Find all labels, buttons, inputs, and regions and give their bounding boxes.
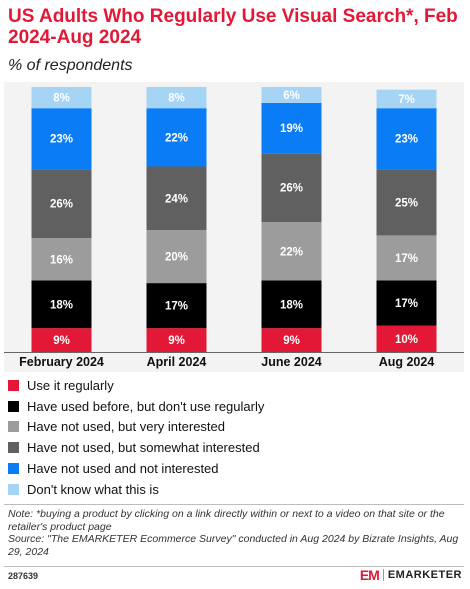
legend-swatch <box>8 379 19 391</box>
data-label: 17% <box>395 253 418 265</box>
bar-segment <box>146 166 207 231</box>
bar-segment <box>261 222 322 281</box>
bar-segment <box>261 280 322 329</box>
data-label: 26% <box>280 183 303 195</box>
data-label: 23% <box>395 134 418 146</box>
bar-segment <box>146 230 207 284</box>
data-label: 22% <box>165 132 188 144</box>
data-label: 18% <box>280 299 303 311</box>
data-label: 10% <box>395 334 418 346</box>
chart-id: 287639 <box>8 571 39 581</box>
bar-segment <box>261 87 322 103</box>
notes: Note: *buying a product by clicking on a… <box>8 508 464 558</box>
data-label: 24% <box>165 193 188 205</box>
bar-segment <box>261 102 322 154</box>
data-label: 19% <box>280 123 303 135</box>
legend-label: Have not used, but very interested <box>27 419 226 435</box>
data-label: 18% <box>50 299 73 311</box>
legend-item-very-interested: Have not used, but very interested <box>8 417 464 438</box>
legend-item-dont-know: Don't know what this is <box>8 479 464 500</box>
legend-item-use-regularly: Use it regularly <box>8 375 464 396</box>
x-tick-label: June 2024 <box>261 355 322 369</box>
stacked-bar-chart: 9% 18% 16% 26% 23% 8% February 2024 9% 17% 20% 24%… <box>4 87 464 369</box>
bar-segment <box>31 328 92 352</box>
data-label: 17% <box>165 301 188 313</box>
legend-swatch <box>8 483 19 495</box>
bar-segment <box>376 235 437 281</box>
legend-swatch <box>8 421 19 433</box>
data-label: 22% <box>280 246 303 258</box>
bar-segment <box>261 153 322 223</box>
brand-logo: EM EMARKETER <box>360 567 462 583</box>
legend-swatch <box>8 463 19 475</box>
bar-segment <box>31 87 92 109</box>
note-text: Note: *buying a product by clicking on a… <box>8 508 445 533</box>
bar-segment <box>376 280 437 326</box>
data-label: 25% <box>395 197 418 209</box>
data-label: 7% <box>398 94 415 106</box>
legend-label: Have used before, but don't use regularl… <box>27 398 265 414</box>
data-label: 26% <box>50 199 73 211</box>
source-text: Source: "The EMARKETER Ecommerce Survey"… <box>8 533 459 558</box>
divider-top <box>4 504 464 505</box>
divider-bottom <box>4 566 464 567</box>
bar-segment <box>146 328 207 352</box>
brand-name: EMARKETER <box>387 569 462 581</box>
bar-segment <box>31 169 92 239</box>
legend-swatch <box>8 442 19 454</box>
bar-segment <box>376 325 437 352</box>
data-label: 9% <box>53 335 70 347</box>
bar-segment <box>31 280 92 329</box>
data-label: 20% <box>165 252 188 264</box>
legend-label: Have not used, but somewhat interested <box>27 440 260 456</box>
chart-area: 9% 18% 16% 26% 23% 8% February 2024 9% 17% 20% 24%… <box>4 82 464 372</box>
x-tick-label: April 2024 <box>147 355 207 369</box>
chart-subtitle: % of respondents <box>8 57 133 74</box>
bar-segment <box>31 108 92 170</box>
legend-item-used-before: Have used before, but don't use regularl… <box>8 396 464 417</box>
bar-segment <box>261 328 322 352</box>
data-label: 23% <box>50 134 73 146</box>
data-label: 6% <box>283 90 300 102</box>
legend-swatch <box>8 400 19 412</box>
data-label: 16% <box>50 254 73 266</box>
emarketer-logo-icon: EM <box>359 567 380 583</box>
chart-title: US Adults Who Regularly Use Visual Searc… <box>8 6 458 48</box>
data-label: 17% <box>395 298 418 310</box>
bar-segment <box>146 283 207 329</box>
x-tick-label: Aug 2024 <box>379 355 435 369</box>
bar-segment <box>146 108 207 167</box>
legend-label: Use it regularly <box>27 377 114 393</box>
bar-segment <box>31 238 92 281</box>
legend-label: Don't know what this is <box>27 481 159 497</box>
bar-segment <box>376 89 437 109</box>
legend-item-not-interested: Have not used and not interested <box>8 458 464 479</box>
data-label: 8% <box>53 93 70 105</box>
data-label: 8% <box>168 93 185 105</box>
legend-label: Have not used and not interested <box>27 461 219 477</box>
legend-item-somewhat-interested: Have not used, but somewhat interested <box>8 437 464 458</box>
legend: Use it regularly Have used before, but d… <box>8 375 464 500</box>
bar-segment <box>376 169 437 236</box>
brand-separator <box>382 569 384 581</box>
bar-segment <box>376 108 437 170</box>
bar-segment <box>146 87 207 109</box>
data-label: 9% <box>168 335 185 347</box>
x-tick-label: February 2024 <box>19 355 104 369</box>
data-label: 9% <box>283 335 300 347</box>
